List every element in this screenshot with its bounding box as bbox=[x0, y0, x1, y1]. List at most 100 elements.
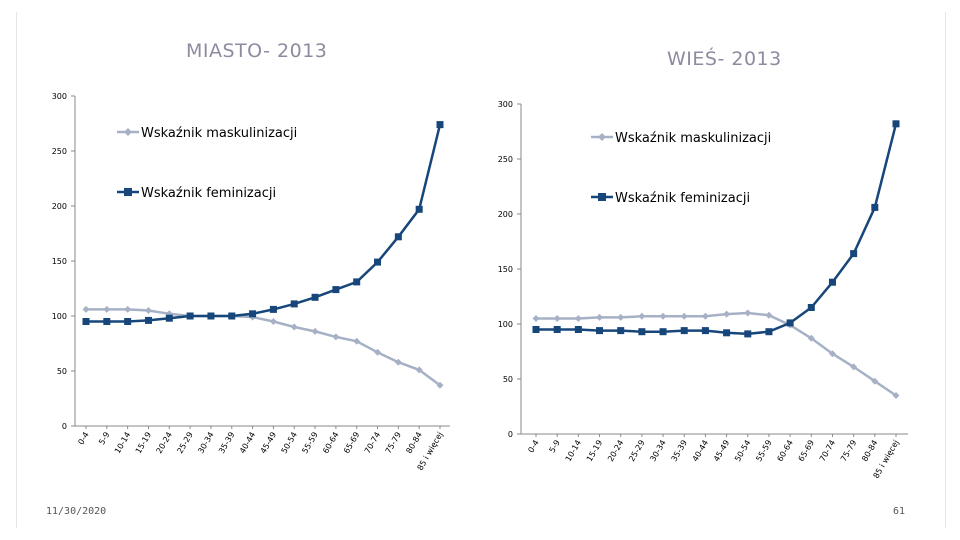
x-tick-label: 30-34 bbox=[648, 439, 667, 464]
x-tick-label: 70-74 bbox=[363, 431, 382, 456]
point-maskulinizacji bbox=[553, 315, 561, 322]
point-feminizacji bbox=[228, 312, 236, 320]
point-maskulinizacji bbox=[807, 334, 815, 342]
x-tick-label: 35-39 bbox=[217, 431, 236, 456]
legend-marker-diamond bbox=[124, 128, 132, 136]
x-tick-label: 40-44 bbox=[691, 439, 710, 464]
point-feminizacji bbox=[269, 305, 277, 313]
point-feminizacji bbox=[807, 304, 815, 311]
x-tick-label: 60-64 bbox=[321, 431, 340, 456]
point-maskulinizacji bbox=[374, 348, 382, 356]
point-maskulinizacji bbox=[638, 312, 646, 320]
point-feminizacji bbox=[186, 312, 194, 320]
point-feminizacji bbox=[290, 300, 298, 308]
x-tick-label: 35-39 bbox=[670, 439, 689, 464]
point-feminizacji bbox=[332, 286, 340, 294]
point-feminizacji bbox=[353, 278, 361, 286]
point-feminizacji bbox=[532, 326, 540, 333]
x-tick-label: 60-64 bbox=[775, 439, 794, 464]
point-maskulinizacji bbox=[394, 358, 402, 366]
x-tick-label: 0-4 bbox=[526, 439, 540, 455]
x-tick-label: 65-69 bbox=[342, 431, 361, 456]
point-feminizacji bbox=[723, 329, 731, 337]
y-tick-label: 200 bbox=[498, 210, 513, 219]
point-feminizacji bbox=[436, 121, 444, 129]
point-feminizacji bbox=[103, 318, 111, 325]
x-tick-label: 80-84 bbox=[860, 439, 879, 464]
slide-page-number: 61 bbox=[893, 506, 906, 517]
point-feminizacji bbox=[850, 250, 858, 258]
point-maskulinizacji bbox=[617, 313, 625, 321]
x-tick-label: 25-29 bbox=[175, 431, 194, 456]
point-feminizacji bbox=[82, 318, 90, 325]
point-maskulinizacji bbox=[103, 305, 111, 313]
legend-label-maskulinizacji: Wskaźnik maskulinizacji bbox=[615, 131, 771, 146]
point-feminizacji bbox=[374, 258, 382, 266]
point-maskulinizacji bbox=[701, 312, 709, 320]
x-tick-label: 55-59 bbox=[300, 431, 319, 456]
y-tick-label: 300 bbox=[498, 100, 513, 109]
x-tick-label: 25-29 bbox=[627, 439, 646, 464]
x-tick-label: 45-49 bbox=[259, 431, 278, 456]
chart-title-wies: WIEŚ- 2013 bbox=[667, 48, 782, 70]
point-maskulinizacji bbox=[415, 366, 423, 374]
x-tick-label: 5-9 bbox=[97, 431, 111, 447]
y-tick-label: 100 bbox=[52, 312, 67, 321]
point-feminizacji bbox=[680, 327, 688, 335]
x-tick-label: 15-19 bbox=[134, 431, 153, 456]
legend-marker-diamond bbox=[598, 133, 606, 141]
legend-label-feminizacji: Wskaźnik feminizacji bbox=[141, 186, 276, 201]
y-tick-label: 250 bbox=[52, 147, 67, 156]
point-maskulinizacji bbox=[680, 312, 688, 320]
y-tick-label: 0 bbox=[508, 430, 513, 439]
point-feminizacji bbox=[638, 328, 646, 336]
slide bbox=[16, 12, 946, 528]
point-maskulinizacji bbox=[596, 313, 604, 321]
legend-label-feminizacji: Wskaźnik feminizacji bbox=[615, 191, 750, 206]
point-maskulinizacji bbox=[144, 307, 152, 314]
slide-date: 11/30/2020 bbox=[46, 506, 107, 517]
point-maskulinizacji bbox=[332, 333, 340, 341]
y-tick-label: 200 bbox=[52, 202, 67, 211]
x-tick-label: 50-54 bbox=[280, 431, 299, 456]
point-maskulinizacji bbox=[532, 315, 540, 322]
legend-marker-square bbox=[598, 193, 606, 201]
chart-title-miasto: MIASTO- 2013 bbox=[186, 40, 328, 62]
point-maskulinizacji bbox=[353, 337, 361, 345]
x-tick-label: 30-34 bbox=[196, 431, 215, 456]
x-tick-label: 5-9 bbox=[548, 439, 562, 455]
point-feminizacji bbox=[892, 120, 900, 128]
point-maskulinizacji bbox=[892, 392, 900, 399]
point-feminizacji bbox=[553, 326, 561, 333]
legend-label-maskulinizacji: Wskaźnik maskulinizacji bbox=[141, 126, 297, 141]
point-maskulinizacji bbox=[436, 381, 444, 389]
point-maskulinizacji bbox=[850, 363, 858, 371]
x-tick-label: 20-24 bbox=[155, 431, 174, 456]
point-feminizacji bbox=[574, 326, 582, 333]
point-maskulinizacji bbox=[82, 305, 90, 313]
y-tick-label: 0 bbox=[62, 422, 67, 431]
point-feminizacji bbox=[207, 312, 215, 320]
x-tick-label: 70-74 bbox=[818, 439, 837, 464]
point-maskulinizacji bbox=[290, 323, 298, 331]
x-tick-label: 55-59 bbox=[754, 439, 773, 464]
point-feminizacji bbox=[124, 318, 132, 325]
chart-miasto: 0 50 100 150 200 250 300 0-4 5-9 10-14 15-19 20-24 2… bbox=[52, 92, 450, 472]
x-tick-label: 75-79 bbox=[839, 439, 858, 464]
series-line-feminizacji bbox=[86, 124, 442, 323]
point-maskulinizacji bbox=[269, 318, 277, 325]
point-feminizacji bbox=[659, 328, 667, 336]
point-maskulinizacji bbox=[744, 309, 752, 317]
chart-wies: 0 50 100 150 200 250 300 0-4 5-9 10-14 15-19 20-24 2… bbox=[498, 100, 908, 480]
x-tick-label: 0-4 bbox=[76, 431, 90, 447]
point-feminizacji bbox=[871, 203, 879, 211]
x-tick-label: 40-44 bbox=[238, 431, 257, 456]
x-tick-label: 10-14 bbox=[564, 439, 583, 464]
y-tick-label: 300 bbox=[52, 92, 67, 101]
point-feminizacji bbox=[165, 314, 173, 322]
y-tick-label: 50 bbox=[503, 375, 513, 384]
y-tick-label: 50 bbox=[57, 367, 67, 376]
point-maskulinizacji bbox=[765, 311, 773, 319]
x-tick-label: 75-79 bbox=[384, 431, 403, 456]
